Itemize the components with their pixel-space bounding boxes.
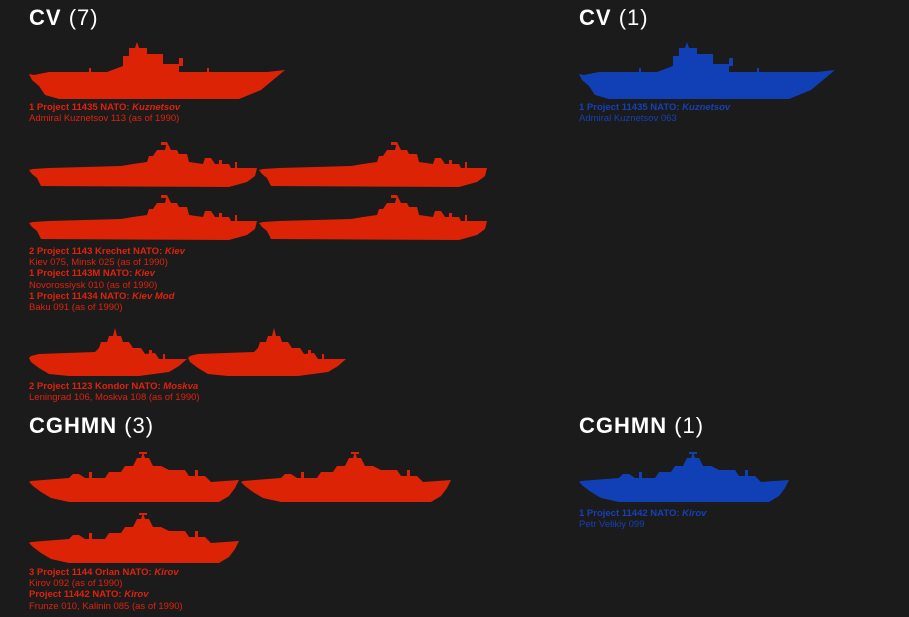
right-cghmn-title: CGHMN <box>579 413 668 438</box>
battlecruiser-kirov-silhouette-icon <box>241 452 451 504</box>
carrier-kiev-silhouette-icon <box>29 193 257 243</box>
right-cv-title: CV <box>579 5 612 30</box>
caption-hull-list: Admiral Kuznetsov 113 (as of 1990) <box>29 113 180 125</box>
caption-project-label: 1 Project 11442 NATO: <box>579 508 683 519</box>
caption-hull-list: Leningrad 106, Moskva 108 (as of 1990) <box>29 392 200 404</box>
caption-hull-list: Kirov 092 (as of 1990) <box>29 578 123 590</box>
caption-hull-list: Petr Velikiy 099 <box>579 519 645 531</box>
caption-hull-list: Baku 091 (as of 1990) <box>29 302 123 314</box>
caption-nato-name: Kuznetsov <box>682 102 731 113</box>
right-cv-count: (1) <box>618 5 649 30</box>
helicopter-cruiser-moskva-silhouette-icon <box>188 326 346 378</box>
carrier-kiev-silhouette-icon <box>259 140 487 190</box>
caption-project-label: 1 Project 11434 NATO: <box>29 290 133 302</box>
battlecruiser-kirov-silhouette-icon <box>29 452 239 504</box>
right-cv-heading: CV (1) <box>579 5 649 31</box>
caption-project-label: 1 Project 11435 NATO: <box>29 102 133 113</box>
caption-nato-name: Kirov <box>124 589 149 601</box>
left-cv-title: CV <box>29 5 62 30</box>
left-cghmn-title: CGHMN <box>29 413 118 438</box>
left-cghmn-count: (3) <box>124 413 155 438</box>
left-kuznetsov-caption: 1 Project 11435 NATO: Kuznetsov Admiral … <box>29 102 180 124</box>
battlecruiser-kirov-silhouette-icon <box>29 513 239 565</box>
caption-hull-list: Kiev 075, Minsk 025 (as of 1990) <box>29 257 168 269</box>
left-moskva-caption: 2 Project 1123 Kondor NATO: Moskva Lenin… <box>29 381 200 403</box>
left-cv-count: (7) <box>68 5 99 30</box>
battlecruiser-kirov-silhouette-icon <box>579 452 789 504</box>
caption-hull-list: Admiral Kuznetsov 063 <box>579 113 677 125</box>
caption-project-label: 2 Project 1123 Kondor NATO: <box>29 381 164 392</box>
right-cghmn-heading: CGHMN (1) <box>579 413 704 439</box>
caption-hull-list: Novorossiysk 010 (as of 1990) <box>29 279 158 291</box>
right-cghmn-count: (1) <box>674 413 705 438</box>
caption-project-label: Project 11442 NATO: <box>29 589 125 601</box>
caption-nato-name: Kirov <box>154 567 179 578</box>
caption-nato-name: Kiev <box>134 268 155 280</box>
right-kirov-caption: 1 Project 11442 NATO: Kirov Petr Velikiy… <box>579 508 706 530</box>
carrier-kuznetsov-silhouette-icon <box>579 42 835 100</box>
carrier-kiev-silhouette-icon <box>29 140 257 190</box>
left-kiev-caption: 2 Project 1143 Krechet NATO: Kiev Kiev 0… <box>29 246 185 313</box>
left-kirov-caption: 3 Project 1144 Orlan NATO: Kirov Kirov 0… <box>29 567 183 612</box>
caption-nato-name: Kirov <box>682 508 707 519</box>
carrier-kuznetsov-silhouette-icon <box>29 42 285 100</box>
caption-nato-name: Kiev <box>164 246 185 257</box>
caption-nato-name: Kuznetsov <box>132 102 181 113</box>
right-kuznetsov-caption: 1 Project 11435 NATO: Kuznetsov Admiral … <box>579 102 730 124</box>
caption-nato-name: Kiev Mod <box>132 290 175 302</box>
caption-project-label: 1 Project 11435 NATO: <box>579 102 683 113</box>
caption-nato-name: Moskva <box>163 381 199 392</box>
carrier-kiev-silhouette-icon <box>259 193 487 243</box>
caption-project-label: 1 Project 1143M NATO: <box>29 268 135 280</box>
caption-project-label: 2 Project 1143 Krechet NATO: <box>29 246 165 257</box>
caption-hull-list: Frunze 010, Kalinin 085 (as of 1990) <box>29 600 183 612</box>
caption-project-label: 3 Project 1144 Orlan NATO: <box>29 567 155 578</box>
left-cv-heading: CV (7) <box>29 5 99 31</box>
helicopter-cruiser-moskva-silhouette-icon <box>29 326 187 378</box>
left-cghmn-heading: CGHMN (3) <box>29 413 154 439</box>
